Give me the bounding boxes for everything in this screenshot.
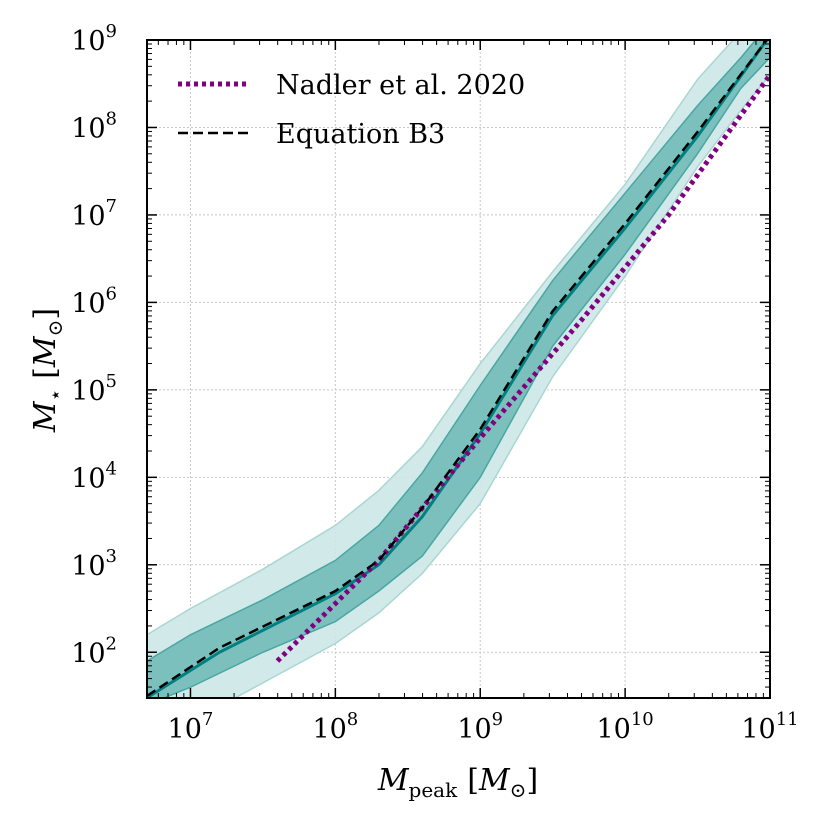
y-tick-label-base: 10 xyxy=(71,638,105,669)
y-tick-label-base: 10 xyxy=(71,376,105,407)
nadler-line xyxy=(275,73,770,663)
y-axis-label: M⋆[M⊙] xyxy=(28,308,67,433)
x-tick-label-exp: 7 xyxy=(202,709,213,730)
equation-b3-line xyxy=(147,40,769,698)
y-axis-label-open: [ xyxy=(28,367,63,379)
y-tick-label: 108 xyxy=(71,108,117,144)
y-tick-label-exp: 3 xyxy=(106,546,117,567)
series-lines xyxy=(147,40,770,698)
y-tick-label: 104 xyxy=(71,458,117,494)
y-tick-label-base: 10 xyxy=(71,463,105,494)
x-tick-label-base: 10 xyxy=(596,714,630,745)
y-tick-label-base: 10 xyxy=(71,201,105,232)
median-line xyxy=(147,40,769,698)
outer-band xyxy=(147,40,770,698)
y-tick-label-base: 10 xyxy=(71,551,105,582)
y-tick-label-exp: 9 xyxy=(106,21,117,42)
x-axis-label-unit: M xyxy=(478,763,511,798)
y-tick-label-exp: 5 xyxy=(106,371,117,392)
x-tick-label-exp: 8 xyxy=(347,709,358,730)
x-tick-label-base: 10 xyxy=(168,714,202,745)
y-axis-label-unit-sub: ⊙ xyxy=(43,320,67,337)
y-tick-label: 106 xyxy=(71,283,117,319)
x-axis-label-sub: peak xyxy=(409,778,459,802)
x-axis-label-open: [ xyxy=(467,763,479,798)
x-tick-label-base: 10 xyxy=(457,714,491,745)
confidence-bands xyxy=(147,40,770,698)
y-tick-label-base: 10 xyxy=(71,26,105,57)
inner-band xyxy=(147,40,770,698)
y-tick-label: 109 xyxy=(71,21,117,57)
y-tick-label-exp: 6 xyxy=(106,283,117,304)
legend: Nadler et al. 2020 Equation B3 xyxy=(178,70,525,150)
y-tick-label-exp: 2 xyxy=(106,633,117,654)
axis-ticks: 107 108 109 1010 101110210310410510610710810… xyxy=(71,21,798,745)
x-tick-label: 1010 xyxy=(596,709,653,745)
legend-label: Nadler et al. 2020 xyxy=(276,70,525,101)
x-axis-label-main: M xyxy=(377,763,410,798)
y-axis-label-unit: M xyxy=(28,335,63,368)
y-tick-label-exp: 8 xyxy=(106,108,117,129)
y-tick-label: 105 xyxy=(71,371,117,407)
x-tick-label-exp: 9 xyxy=(492,709,503,730)
y-tick-label-exp: 7 xyxy=(106,196,117,217)
y-tick-label-base: 10 xyxy=(71,288,105,319)
y-axis-label-main: M xyxy=(28,400,63,433)
y-tick-label-exp: 4 xyxy=(106,458,117,479)
x-tick-label-exp: 10 xyxy=(631,709,654,730)
x-tick-label: 108 xyxy=(312,709,358,745)
y-axis-label-close: ] xyxy=(28,308,63,320)
x-tick-label-base: 10 xyxy=(312,714,346,745)
x-axis-label-close: ] xyxy=(526,763,538,798)
plot-frame xyxy=(146,39,771,699)
x-axis-label: Mpeak [M⊙] xyxy=(377,763,538,802)
y-tick-label: 102 xyxy=(71,633,117,669)
x-tick-label: 1011 xyxy=(741,709,798,745)
x-tick-label-exp: 11 xyxy=(776,709,799,730)
y-tick-label-base: 10 xyxy=(71,113,105,144)
x-tick-label-base: 10 xyxy=(741,714,775,745)
x-tick-label: 107 xyxy=(168,709,214,745)
y-tick-label: 103 xyxy=(71,546,117,582)
legend-label: Equation B3 xyxy=(276,119,445,150)
x-axis-label-unit-sub: ⊙ xyxy=(510,778,527,802)
y-axis-label-sub: ⋆ xyxy=(43,389,67,402)
x-tick-label: 109 xyxy=(457,709,503,745)
y-tick-label: 107 xyxy=(71,196,117,232)
